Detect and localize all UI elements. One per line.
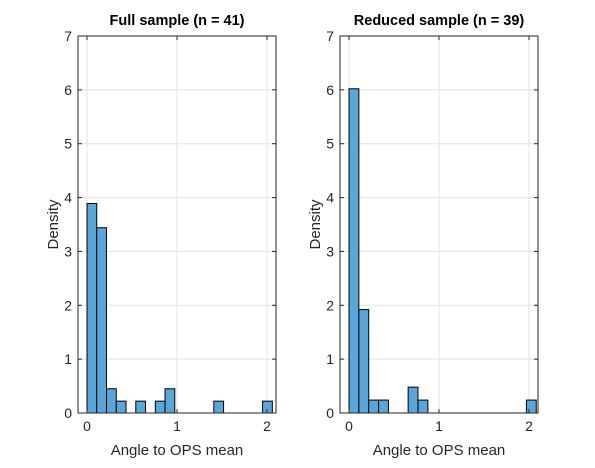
panel-title: Full sample (n = 41) xyxy=(110,13,245,29)
y-tick-label: 0 xyxy=(64,405,72,421)
panel-reduced-sample: 0 1 2 3 4 5 6 7 0 1 2 Reduced sample (n = 39) Angl… xyxy=(307,13,539,459)
x-tick-label: 0 xyxy=(83,418,91,434)
y-tick-label: 1 xyxy=(326,351,334,367)
panel-title: Reduced sample (n = 39) xyxy=(354,13,525,29)
histogram-bar xyxy=(106,388,117,414)
y-tick-label: 5 xyxy=(326,136,334,152)
histogram-bar xyxy=(358,309,370,414)
y-tick-label: 3 xyxy=(326,243,334,259)
y-tick-label: 2 xyxy=(64,297,72,313)
y-tick-label: 1 xyxy=(64,351,72,367)
y-tick-label: 4 xyxy=(326,190,334,206)
y-axis-label: Density xyxy=(45,199,62,250)
x-tick-label: 1 xyxy=(435,418,443,434)
histogram-bar xyxy=(368,399,380,414)
x-axis-label: Angle to OPS mean xyxy=(111,442,244,459)
tick-labels: 0 1 2 3 4 5 6 7 0 1 2 xyxy=(326,28,538,434)
histogram-bar xyxy=(164,388,176,414)
histogram-bar xyxy=(417,399,429,414)
tick-labels: 0 1 2 3 4 5 6 7 0 1 2 xyxy=(64,28,276,434)
histogram-bar xyxy=(115,400,127,414)
x-tick-label: 1 xyxy=(173,418,181,434)
histogram-bar xyxy=(154,400,166,414)
x-tick-label: 2 xyxy=(525,418,533,434)
x-axis-label: Angle to OPS mean xyxy=(373,442,506,459)
histogram-bar xyxy=(348,88,360,414)
histogram-bar xyxy=(135,400,147,414)
y-tick-label: 6 xyxy=(64,82,72,98)
y-tick-label: 3 xyxy=(64,243,72,259)
y-tick-label: 7 xyxy=(326,28,334,44)
y-axis-label: Density xyxy=(307,199,324,250)
x-tick-label: 0 xyxy=(345,418,353,434)
histogram-bar xyxy=(525,399,537,414)
histogram-bar xyxy=(86,202,98,414)
y-tick-label: 4 xyxy=(64,190,72,206)
y-tick-label: 5 xyxy=(64,136,72,152)
histogram-bar xyxy=(378,399,389,414)
y-tick-label: 0 xyxy=(326,405,334,421)
panel-full-sample: 0 1 2 3 4 5 6 7 0 1 2 Full sample (n = 41) Angle t… xyxy=(45,13,277,459)
y-tick-label: 2 xyxy=(326,297,334,313)
histogram-bar xyxy=(407,386,419,414)
histogram-bars xyxy=(348,88,537,414)
x-tick-label: 2 xyxy=(263,418,271,434)
histogram-bar xyxy=(213,400,225,414)
histogram-bar xyxy=(96,227,107,414)
y-tick-label: 6 xyxy=(326,82,334,98)
y-tick-label: 7 xyxy=(64,28,72,44)
